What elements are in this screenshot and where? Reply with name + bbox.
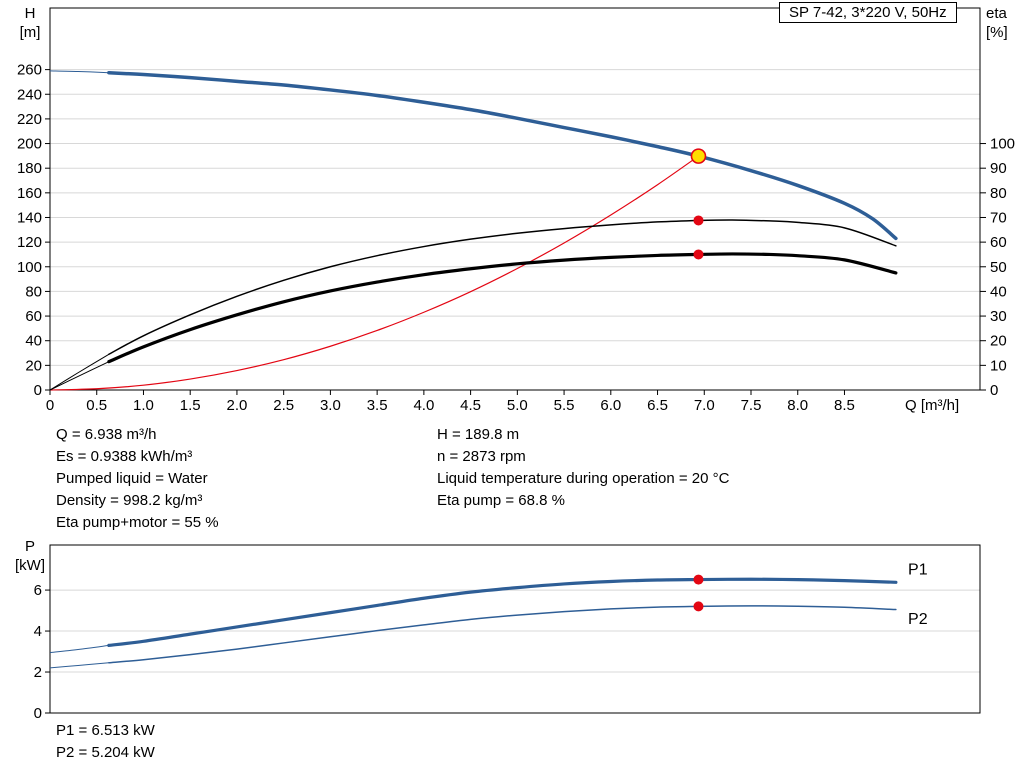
p2-marker [693, 601, 704, 612]
x-tick-label: 0.5 [86, 397, 107, 414]
left-tick-label: 140 [17, 209, 42, 226]
eta-pump-marker [693, 215, 704, 226]
left-tick-label: 240 [17, 86, 42, 103]
y-left-axis-title: H [25, 5, 36, 22]
right-tick-label: 60 [990, 234, 1007, 251]
info-line-liquid: Pumped liquid = Water [56, 470, 208, 487]
system-curve [49, 155, 699, 391]
y-left-axis-title: [kW] [15, 557, 45, 574]
right-tick-label: 80 [990, 185, 1007, 202]
info-line-p1: P1 = 6.513 kW [56, 722, 155, 739]
info-line-eta-pump: Eta pump = 68.8 % [437, 492, 565, 509]
info-line-speed: n = 2873 rpm [437, 448, 526, 465]
p2-curve-lead [49, 662, 109, 669]
left-tick-label: 20 [25, 357, 42, 374]
x-tick-label: 0 [46, 397, 54, 414]
left-tick-label: 0 [34, 382, 42, 399]
series-label-P2: P2 [908, 611, 928, 628]
pump-model-title: SP 7-42, 3*220 V, 50Hz [779, 2, 957, 23]
eta-pump-motor-curve [107, 252, 898, 364]
right-tick-label: 10 [990, 357, 1007, 374]
x-tick-label: 8.5 [834, 397, 855, 414]
x-axis-title: Q [m³/h] [905, 397, 959, 414]
left-tick-label: 2 [34, 664, 42, 681]
left-tick-label: 200 [17, 136, 42, 153]
p2-curve [108, 605, 897, 664]
p1-marker [693, 574, 704, 585]
x-tick-label: 7.0 [694, 397, 715, 414]
x-tick-label: 6.5 [647, 397, 668, 414]
info-line-flow: Q = 6.938 m³/h [56, 426, 157, 443]
x-tick-label: 5.5 [554, 397, 575, 414]
power-chart-canvas: 0 2 4 6 P [kW] P1 P2 [15, 538, 981, 720]
left-tick-label: 160 [17, 185, 42, 202]
x-tick-label: 2.0 [227, 397, 248, 414]
plot-frame [49, 544, 981, 714]
right-tick-label: 0 [990, 382, 998, 399]
eta-pump-curve [108, 219, 897, 356]
info-line-p2: P2 = 5.204 kW [56, 744, 155, 761]
info-line-energy: Es = 0.9388 kWh/m³ [56, 448, 193, 465]
left-tick-label: 6 [34, 582, 42, 599]
right-tick-label: 20 [990, 333, 1007, 350]
left-tick-label: 80 [25, 283, 42, 300]
duty-info-left-column: Q = 6.938 m³/h Es = 0.9388 kWh/m³ Pumped… [56, 424, 219, 534]
right-tick-label: 90 [990, 160, 1007, 177]
x-tick-label: 8.0 [787, 397, 808, 414]
p1-curve [107, 577, 898, 647]
x-tick-label: 2.5 [273, 397, 294, 414]
left-tick-label: 0 [34, 705, 42, 720]
eta-pump-curve-lead [49, 353, 110, 391]
series-label-P1: P1 [908, 562, 928, 579]
info-line-head: H = 189.8 m [437, 426, 520, 443]
right-tick-label: 40 [990, 283, 1007, 300]
right-tick-label: 50 [990, 259, 1007, 276]
x-tick-label: 4.0 [413, 397, 434, 414]
duty-info-right-column: H = 189.8 m n = 2873 rpm Liquid temperat… [437, 424, 729, 512]
hq-eta-chart-canvas: 0204060801001201401601802002202402600102… [17, 5, 1015, 414]
x-tick-label: 6.0 [600, 397, 621, 414]
eta-pump-motor-marker [693, 249, 704, 260]
y-right-axis-title: eta [986, 5, 1008, 22]
x-tick-label: 1.0 [133, 397, 154, 414]
power-info-block: P1 = 6.513 kW P2 = 5.204 kW [56, 720, 155, 764]
y-left-axis-title: P [25, 538, 35, 555]
y-right-axis-title: [%] [986, 24, 1008, 41]
info-line-eta-pump-motor: Eta pump+motor = 55 % [56, 514, 219, 531]
head-curve-lead [49, 70, 109, 74]
left-tick-label: 120 [17, 234, 42, 251]
left-tick-label: 40 [25, 333, 42, 350]
x-tick-label: 3.0 [320, 397, 341, 414]
info-line-temperature: Liquid temperature during operation = 20… [437, 470, 730, 487]
x-tick-label: 5.0 [507, 397, 528, 414]
x-tick-label: 7.5 [741, 397, 762, 414]
right-tick-label: 30 [990, 308, 1007, 325]
p1-curve-lead [49, 644, 109, 654]
x-tick-label: 3.5 [367, 397, 388, 414]
head-curve [107, 70, 898, 241]
left-tick-label: 4 [34, 623, 42, 640]
left-tick-label: 260 [17, 62, 42, 79]
left-tick-label: 180 [17, 160, 42, 177]
eta-pump-motor-curve-lead [49, 361, 110, 391]
plot-frame [49, 7, 981, 391]
right-tick-label: 100 [990, 136, 1015, 153]
left-tick-label: 220 [17, 111, 42, 128]
info-line-density: Density = 998.2 kg/m³ [56, 492, 203, 509]
x-tick-label: 1.5 [180, 397, 201, 414]
duty-point-marker [690, 148, 707, 164]
left-tick-label: 60 [25, 308, 42, 325]
x-tick-label: 4.5 [460, 397, 481, 414]
y-left-axis-title: [m] [20, 24, 41, 41]
left-tick-label: 100 [17, 259, 42, 276]
right-tick-label: 70 [990, 209, 1007, 226]
